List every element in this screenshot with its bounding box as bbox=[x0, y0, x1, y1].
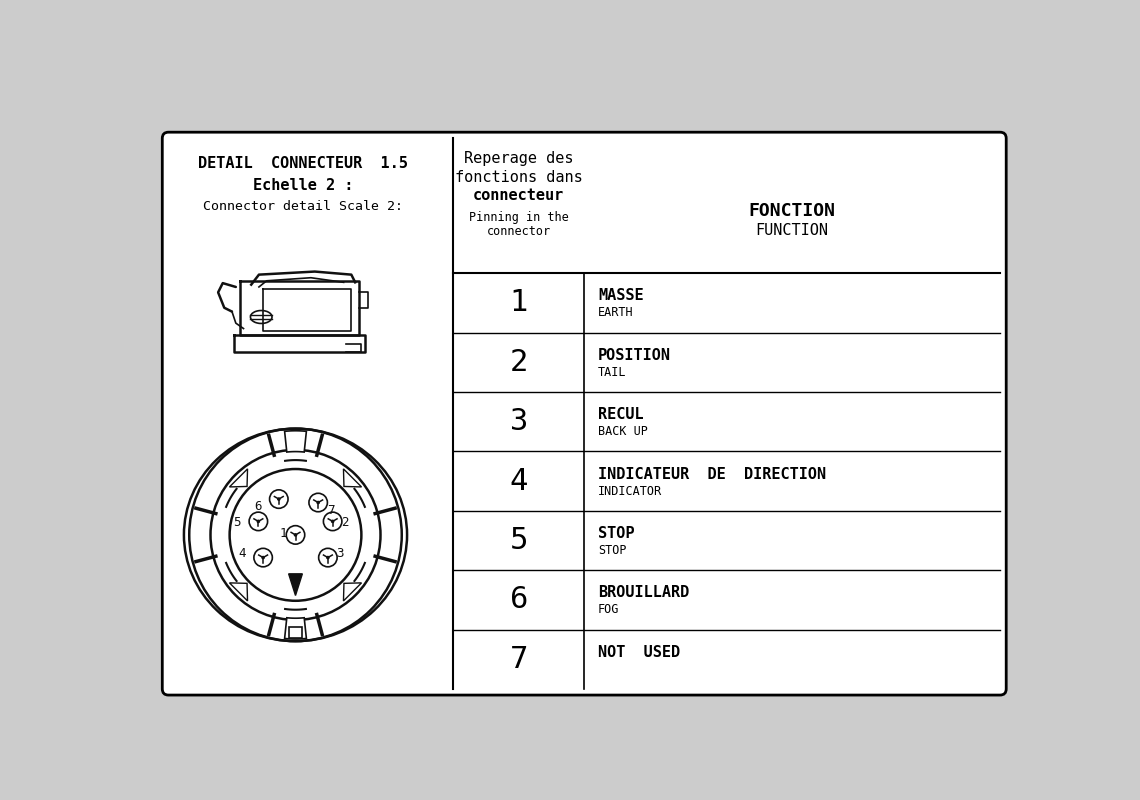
Text: RECUL: RECUL bbox=[598, 407, 644, 422]
Text: EARTH: EARTH bbox=[598, 306, 634, 319]
Text: FOG: FOG bbox=[598, 603, 619, 616]
Text: 3: 3 bbox=[336, 547, 344, 560]
Text: 2: 2 bbox=[341, 517, 349, 530]
Circle shape bbox=[278, 498, 280, 500]
Text: connector: connector bbox=[487, 226, 551, 238]
Circle shape bbox=[327, 557, 329, 558]
Text: FUNCTION: FUNCTION bbox=[756, 223, 829, 238]
Text: Pinning in the: Pinning in the bbox=[469, 211, 569, 225]
Text: 6: 6 bbox=[510, 586, 528, 614]
Text: 4: 4 bbox=[238, 547, 246, 560]
Text: Reperage des: Reperage des bbox=[464, 151, 573, 166]
Circle shape bbox=[317, 502, 319, 504]
Text: INDICATOR: INDICATOR bbox=[598, 485, 662, 498]
Text: Echelle 2 :: Echelle 2 : bbox=[253, 178, 353, 193]
Text: TAIL: TAIL bbox=[598, 366, 627, 378]
Text: BROUILLARD: BROUILLARD bbox=[598, 586, 690, 600]
Text: 5: 5 bbox=[233, 517, 241, 530]
Text: 1: 1 bbox=[279, 527, 287, 540]
Text: DETAIL  CONNECTEUR  1.5: DETAIL CONNECTEUR 1.5 bbox=[198, 156, 408, 171]
Text: 3: 3 bbox=[510, 407, 528, 436]
Text: BACK UP: BACK UP bbox=[598, 425, 648, 438]
Circle shape bbox=[332, 520, 334, 522]
FancyBboxPatch shape bbox=[162, 132, 1007, 695]
Text: STOP: STOP bbox=[598, 526, 635, 541]
Text: MASSE: MASSE bbox=[598, 288, 644, 303]
Text: 6: 6 bbox=[254, 500, 262, 514]
Text: 2: 2 bbox=[510, 348, 528, 377]
Circle shape bbox=[294, 534, 296, 536]
Text: INDICATEUR  DE  DIRECTION: INDICATEUR DE DIRECTION bbox=[598, 466, 826, 482]
Text: Connector detail Scale 2:: Connector detail Scale 2: bbox=[203, 200, 404, 213]
Text: connecteur: connecteur bbox=[473, 188, 564, 203]
Bar bbox=[290, 627, 302, 638]
Text: FONCTION: FONCTION bbox=[749, 202, 836, 220]
Text: POSITION: POSITION bbox=[598, 348, 671, 362]
Circle shape bbox=[262, 557, 264, 558]
Polygon shape bbox=[285, 618, 307, 639]
Polygon shape bbox=[285, 430, 307, 452]
Circle shape bbox=[258, 520, 260, 522]
Text: fonctions dans: fonctions dans bbox=[455, 170, 583, 185]
Text: NOT  USED: NOT USED bbox=[598, 645, 681, 660]
Text: 7: 7 bbox=[327, 504, 334, 517]
Polygon shape bbox=[288, 574, 302, 595]
Text: 1: 1 bbox=[510, 288, 528, 318]
Text: STOP: STOP bbox=[598, 544, 627, 557]
Text: 5: 5 bbox=[510, 526, 528, 555]
Text: 7: 7 bbox=[510, 645, 528, 674]
Text: 4: 4 bbox=[510, 466, 528, 495]
